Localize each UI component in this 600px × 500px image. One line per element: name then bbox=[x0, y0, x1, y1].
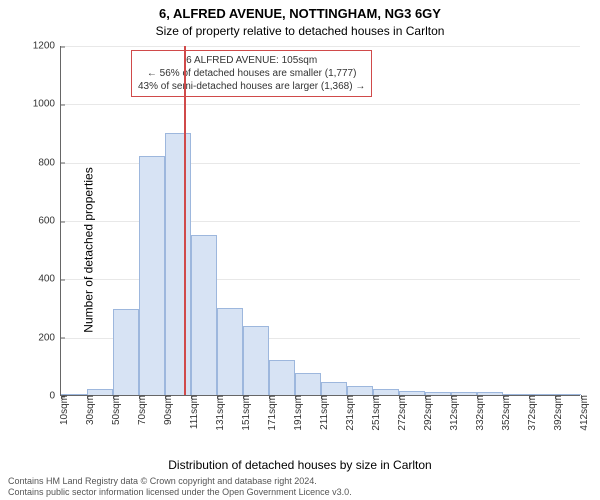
gridline bbox=[61, 104, 580, 105]
x-tick-label: 151sqm bbox=[239, 395, 252, 431]
reference-marker bbox=[184, 46, 186, 395]
y-tick-label: 400 bbox=[38, 274, 61, 285]
x-tick-label: 191sqm bbox=[291, 395, 304, 431]
x-tick-label: 111sqm bbox=[187, 395, 200, 429]
x-tick-label: 292sqm bbox=[421, 395, 434, 431]
callout-line: ← 56% of detached houses are smaller (1,… bbox=[138, 67, 365, 80]
x-tick-label: 70sqm bbox=[135, 395, 148, 425]
y-tick-label: 1200 bbox=[33, 41, 61, 52]
x-tick-label: 312sqm bbox=[447, 395, 460, 431]
x-tick-label: 251sqm bbox=[369, 395, 382, 431]
chart-container: 6, ALFRED AVENUE, NOTTINGHAM, NG3 6GY Si… bbox=[0, 0, 600, 500]
histogram-bar bbox=[139, 156, 165, 395]
histogram-bar bbox=[217, 308, 243, 396]
chart-title: 6, ALFRED AVENUE, NOTTINGHAM, NG3 6GY bbox=[0, 6, 600, 21]
x-tick-label: 90sqm bbox=[161, 395, 174, 425]
histogram-bar bbox=[113, 309, 139, 395]
attribution-text: Contains HM Land Registry data © Crown c… bbox=[8, 476, 352, 498]
x-tick-label: 131sqm bbox=[213, 395, 226, 431]
x-tick-label: 372sqm bbox=[525, 395, 538, 431]
x-tick-label: 50sqm bbox=[109, 395, 122, 425]
gridline bbox=[61, 46, 580, 47]
x-tick-label: 392sqm bbox=[551, 395, 564, 431]
callout-line: 43% of semi-detached houses are larger (… bbox=[138, 80, 365, 93]
x-tick-label: 272sqm bbox=[395, 395, 408, 431]
x-tick-label: 211sqm bbox=[317, 395, 330, 430]
histogram-bar bbox=[321, 382, 347, 395]
marker-callout: 6 ALFRED AVENUE: 105sqm← 56% of detached… bbox=[131, 50, 372, 97]
histogram-bar bbox=[165, 133, 191, 396]
histogram-bar bbox=[191, 235, 217, 395]
x-axis-label: Distribution of detached houses by size … bbox=[0, 458, 600, 472]
histogram-bar bbox=[347, 386, 373, 395]
plot-area: 6 ALFRED AVENUE: 105sqm← 56% of detached… bbox=[60, 46, 580, 396]
histogram-bar bbox=[243, 326, 269, 395]
callout-line: 6 ALFRED AVENUE: 105sqm bbox=[138, 54, 365, 67]
attribution-line: Contains HM Land Registry data © Crown c… bbox=[8, 476, 352, 487]
y-tick-label: 800 bbox=[38, 157, 61, 168]
y-tick-label: 1000 bbox=[33, 99, 61, 110]
x-tick-label: 412sqm bbox=[577, 395, 590, 431]
x-tick-label: 352sqm bbox=[499, 395, 512, 431]
attribution-line: Contains public sector information licen… bbox=[8, 487, 352, 498]
histogram-bar bbox=[295, 373, 321, 395]
x-tick-label: 332sqm bbox=[473, 395, 486, 431]
chart-subtitle: Size of property relative to detached ho… bbox=[0, 24, 600, 38]
y-tick-label: 600 bbox=[38, 216, 61, 227]
x-tick-label: 30sqm bbox=[83, 395, 96, 425]
histogram-bar bbox=[269, 360, 295, 395]
x-tick-label: 231sqm bbox=[343, 395, 356, 431]
x-tick-label: 171sqm bbox=[265, 395, 278, 431]
x-tick-label: 10sqm bbox=[57, 395, 70, 425]
y-tick-label: 200 bbox=[38, 332, 61, 343]
